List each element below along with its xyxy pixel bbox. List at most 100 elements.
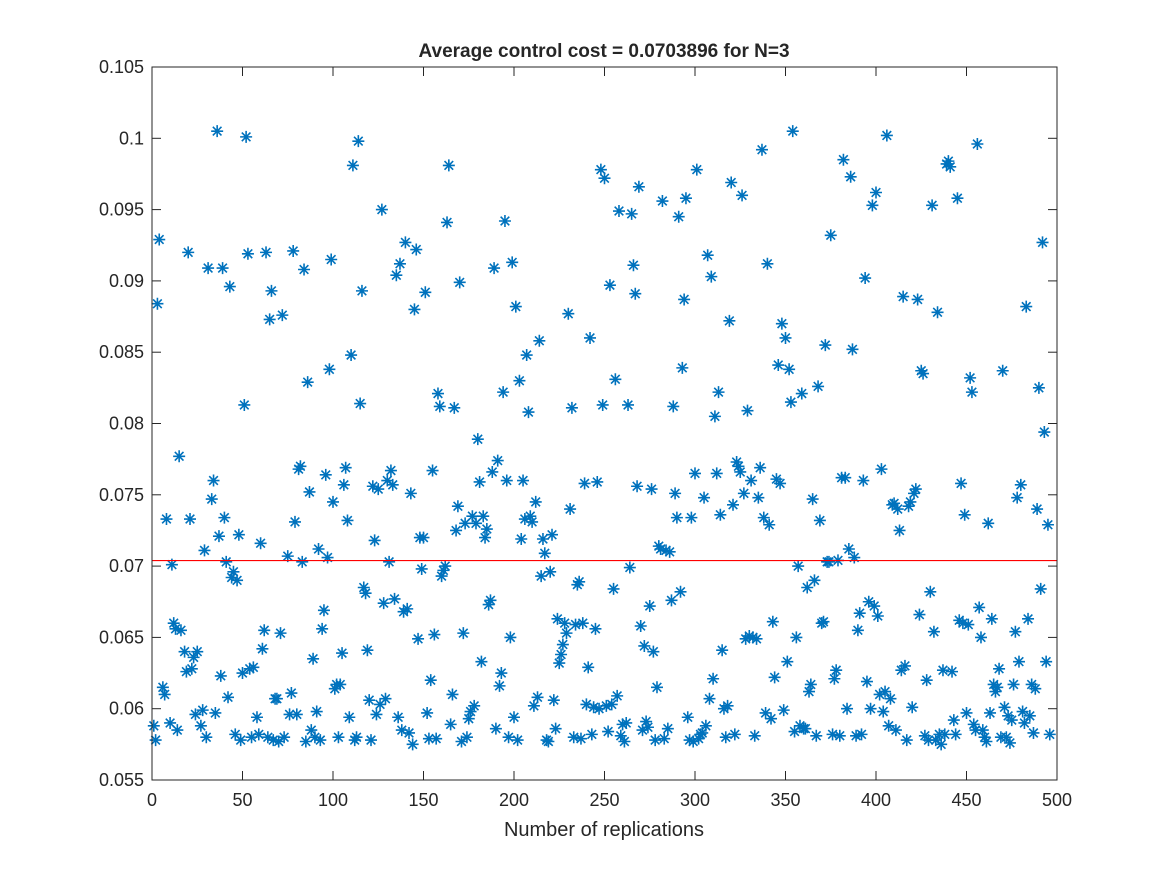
data-point <box>555 648 568 661</box>
data-point <box>746 631 759 644</box>
data-point <box>891 503 904 516</box>
data-point <box>734 465 747 478</box>
data-point <box>310 705 323 718</box>
data-point <box>656 195 669 208</box>
data-point <box>783 363 796 376</box>
data-point <box>822 555 835 568</box>
data-point <box>149 734 162 747</box>
data-point <box>582 661 595 674</box>
data-point <box>853 607 866 620</box>
data-point <box>542 735 555 748</box>
data-point <box>433 400 446 413</box>
data-point <box>147 719 160 732</box>
data-point <box>603 279 616 292</box>
data-point <box>256 642 269 655</box>
data-point <box>366 480 379 493</box>
data-point <box>661 722 674 735</box>
data-point <box>231 574 244 587</box>
data-point <box>270 692 283 705</box>
data-point <box>636 724 649 737</box>
data-point <box>1022 612 1035 625</box>
data-point <box>600 699 613 712</box>
data-point <box>714 508 727 521</box>
data-point <box>728 728 741 741</box>
data-point <box>938 728 951 741</box>
data-point <box>902 500 915 513</box>
data-point <box>692 732 705 745</box>
y-tick-label: 0.06 <box>109 699 144 719</box>
data-point <box>307 652 320 665</box>
data-point <box>346 159 359 172</box>
data-point <box>808 574 821 587</box>
data-point <box>296 555 309 568</box>
data-point <box>245 731 258 744</box>
data-point <box>1040 655 1053 668</box>
data-point <box>893 524 906 537</box>
data-point <box>719 731 732 744</box>
data-point <box>538 547 551 560</box>
data-point <box>627 259 640 272</box>
y-tick-label: 0.065 <box>99 627 144 647</box>
data-point <box>158 688 171 701</box>
data-point <box>638 639 651 652</box>
data-point <box>866 199 879 212</box>
data-point <box>202 262 215 275</box>
data-point <box>936 664 949 677</box>
data-point <box>191 645 204 658</box>
data-point <box>294 460 307 473</box>
data-point <box>393 257 406 270</box>
data-point <box>225 571 238 584</box>
data-point <box>446 688 459 701</box>
data-point <box>721 699 734 712</box>
data-point <box>316 622 329 635</box>
data-point <box>620 716 633 729</box>
data-point <box>1020 300 1033 313</box>
data-point <box>833 729 846 742</box>
data-point <box>547 694 560 707</box>
data-point <box>422 732 435 745</box>
data-point <box>392 711 405 724</box>
y-tick-label: 0.095 <box>99 200 144 220</box>
data-point <box>151 297 164 310</box>
data-point <box>263 313 276 326</box>
data-point <box>455 735 468 748</box>
data-point <box>488 262 501 275</box>
data-point <box>623 561 636 574</box>
data-point <box>964 371 977 384</box>
data-point <box>426 464 439 477</box>
data-point <box>457 627 470 640</box>
data-point <box>265 284 278 297</box>
data-point <box>911 293 924 306</box>
data-point <box>489 722 502 735</box>
data-point <box>877 705 890 718</box>
data-point <box>301 376 314 389</box>
data-point <box>200 731 213 744</box>
data-point <box>855 728 868 741</box>
data-point <box>631 480 644 493</box>
data-point <box>674 585 687 598</box>
data-point <box>931 306 944 319</box>
data-point <box>374 698 387 711</box>
data-point <box>998 701 1011 714</box>
data-point <box>178 645 191 658</box>
data-point <box>327 495 339 508</box>
data-point <box>616 718 629 731</box>
data-point <box>261 731 274 744</box>
data-point <box>343 711 356 724</box>
data-point <box>386 478 399 491</box>
data-point <box>285 687 298 700</box>
data-point <box>1038 426 1051 439</box>
data-point <box>976 724 989 737</box>
data-point <box>909 483 922 496</box>
data-point <box>594 163 607 176</box>
data-point <box>766 615 779 628</box>
x-tick-label: 500 <box>1042 790 1072 810</box>
data-point <box>479 531 492 544</box>
data-point <box>748 729 761 742</box>
data-point <box>922 734 935 747</box>
data-point <box>942 155 955 168</box>
data-point <box>377 597 390 610</box>
data-point <box>929 734 942 747</box>
data-point <box>591 475 604 488</box>
data-point <box>772 359 785 372</box>
